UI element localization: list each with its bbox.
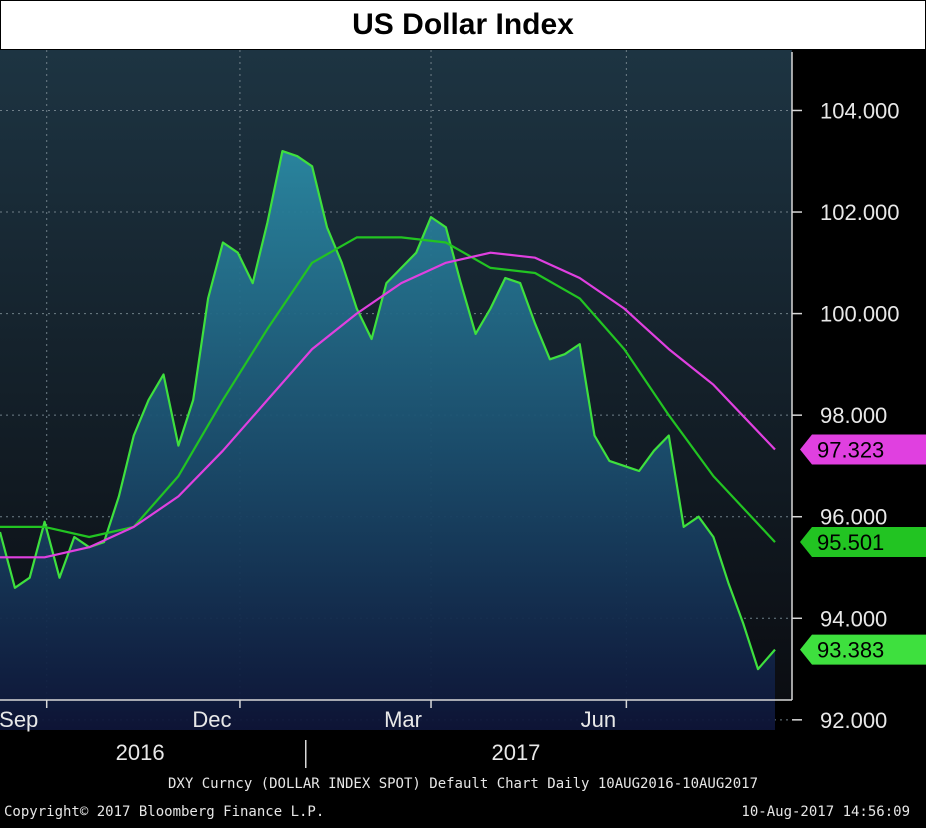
last-value-label: 95.501 [817, 530, 884, 555]
line-layer [0, 150, 776, 671]
last-value-badge: 97.323 [800, 434, 926, 465]
last-value-badge: 93.383 [800, 634, 926, 665]
y-tick-label: 94.000 [820, 606, 887, 631]
last-value-badge-bg [800, 527, 926, 558]
y-axis-ticks: 104.000 102.000 100.000 98.000 96.000 94.000 9… [792, 98, 900, 733]
footer-description: DXY Curncy (DOLLAR INDEX SPOT) Default C… [167, 776, 758, 792]
last-value-badge-bg [800, 634, 926, 665]
last-value-label: 97.323 [817, 438, 884, 463]
footer-copyright: Copyright© 2017 Bloomberg Finance L.P. [4, 804, 325, 820]
series-line [0, 150, 776, 671]
series-area [0, 151, 775, 731]
x-tick-label: Jun [581, 707, 616, 732]
last-value-label: 93.383 [817, 638, 884, 663]
y-tick-label: 98.000 [820, 403, 887, 428]
y-tick-label: 100.000 [820, 302, 900, 327]
chart-title: US Dollar Index [352, 8, 574, 41]
y-tick-label: 102.000 [820, 200, 900, 225]
last-value-badge-bg [800, 434, 926, 465]
year-label: 2016 [116, 740, 165, 765]
last-value-badge: 95.501 [800, 527, 926, 558]
x-tick-label: Sep [0, 707, 38, 732]
y-tick-label: 104.000 [820, 98, 900, 123]
title-bar: US Dollar Index [0, 0, 926, 50]
x-tick-label: Dec [192, 707, 231, 732]
chart-svg: 104.000102.000100.00098.00096.00094.0009… [0, 50, 926, 768]
x-axis-ticks: Sep Dec Mar Jun 2016 2017 [0, 700, 628, 768]
y-tick-label: 96.000 [820, 505, 887, 530]
area-layer [0, 151, 775, 731]
series-line [0, 236, 776, 543]
series-line [0, 251, 776, 559]
x-tick-label: Mar [384, 707, 422, 732]
footer-timestamp: 10-Aug-2017 14:56:09 [741, 804, 910, 820]
year-label: 2017 [491, 740, 540, 765]
y-tick-label: 92.000 [820, 708, 887, 733]
value-labels: 93.383 95.501 97.323 [800, 434, 926, 665]
